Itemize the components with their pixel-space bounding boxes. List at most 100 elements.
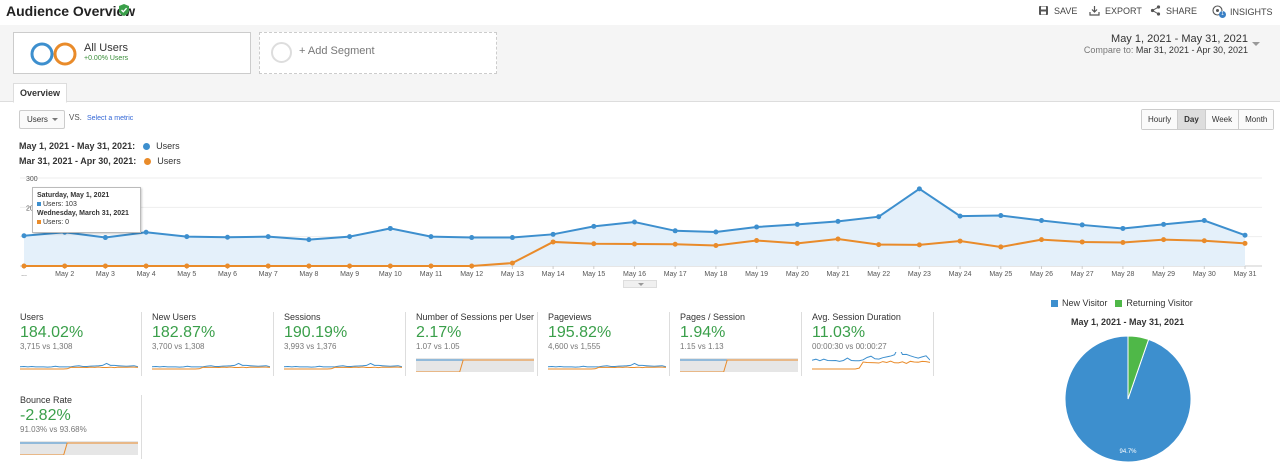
save-label: SAVE bbox=[1054, 5, 1078, 16]
y-tick-label: 300 bbox=[26, 176, 38, 183]
x-tick-label: May 11 bbox=[420, 271, 443, 278]
tooltip-previous-square-icon bbox=[37, 220, 41, 224]
granularity-day[interactable]: Day bbox=[1178, 110, 1206, 129]
sparkline-previous bbox=[416, 359, 534, 372]
kpi-compare: 00:00:30 vs 00:00:27 bbox=[812, 342, 887, 351]
date-range-picker[interactable]: May 1, 2021 - May 31, 2021 Compare to: M… bbox=[1084, 33, 1248, 55]
data-point-previous bbox=[509, 260, 515, 266]
insights-badge: 1 bbox=[1219, 11, 1226, 18]
x-tick-label: May 3 bbox=[96, 271, 115, 278]
data-point-current bbox=[794, 221, 800, 227]
data-point-previous bbox=[916, 242, 922, 248]
sparkline-previous bbox=[548, 366, 666, 370]
add-segment-button[interactable]: + Add Segment bbox=[259, 32, 497, 74]
vs-label: VS. bbox=[69, 113, 82, 122]
date-range-chevron-down-icon[interactable] bbox=[1252, 42, 1260, 46]
share-button[interactable]: SHARE bbox=[1150, 5, 1197, 16]
x-tick-label: May 13 bbox=[501, 271, 524, 278]
x-tick-label: May 25 bbox=[989, 271, 1012, 278]
kpi-sparkline bbox=[812, 352, 930, 370]
data-point-current bbox=[265, 234, 271, 240]
data-point-previous bbox=[794, 240, 800, 246]
data-point-previous bbox=[102, 263, 108, 269]
x-tick-label: May 15 bbox=[582, 271, 605, 278]
sparkline-current bbox=[284, 362, 402, 368]
tooltip-date-previous: Wednesday, March 31, 2021 bbox=[37, 210, 129, 217]
data-point-current bbox=[1079, 222, 1085, 228]
kpi-tile[interactable]: Avg. Session Duration 11.03% 00:00:30 vs 0… bbox=[812, 312, 934, 376]
x-tick-label: ... bbox=[21, 271, 27, 278]
granularity-hourly[interactable]: Hourly bbox=[1142, 110, 1179, 129]
x-tick-label: May 31 bbox=[1234, 271, 1257, 278]
segment-change: +0.00% Users bbox=[84, 55, 129, 62]
kpi-tile[interactable]: Users 184.02% 3,715 vs 1,308 bbox=[20, 312, 142, 376]
kpi-value: 2.17% bbox=[416, 324, 462, 341]
legend-current: May 1, 2021 - May 31, 2021: Users bbox=[19, 141, 180, 151]
tooltip-value-current-row: Users: 103 bbox=[37, 200, 136, 209]
kpi-value: 11.03% bbox=[812, 324, 866, 341]
x-tick-label: May 10 bbox=[379, 271, 402, 278]
x-tick-label: May 21 bbox=[827, 271, 850, 278]
data-point-previous bbox=[21, 263, 27, 269]
data-point-current bbox=[225, 234, 230, 240]
kpi-value: 195.82% bbox=[548, 324, 612, 341]
share-label: SHARE bbox=[1166, 5, 1198, 16]
kpi-compare: 4,600 vs 1,555 bbox=[548, 342, 601, 351]
kpi-tile[interactable]: Sessions 190.19% 3,993 vs 1,376 bbox=[284, 312, 406, 376]
kpi-tile[interactable]: Pageviews 195.82% 4,600 vs 1,555 bbox=[548, 312, 670, 376]
kpi-compare: 3,715 vs 1,308 bbox=[20, 342, 73, 351]
legend-current-dot-icon bbox=[143, 142, 151, 150]
export-button[interactable]: EXPORT bbox=[1089, 5, 1142, 16]
select-metric-link[interactable]: Select a metric bbox=[87, 115, 134, 122]
data-point-previous bbox=[713, 242, 719, 248]
kpi-sparkline bbox=[416, 358, 534, 372]
tab-overview[interactable]: Overview bbox=[13, 83, 68, 103]
export-label: EXPORT bbox=[1105, 5, 1142, 16]
sparkline-previous bbox=[20, 366, 138, 370]
data-point-current bbox=[713, 229, 719, 235]
sparkline-current bbox=[548, 362, 666, 368]
kpi-tile[interactable]: Bounce Rate -2.82% 91.03% vs 93.68% bbox=[20, 395, 142, 459]
date-range-compare-row: Compare to: Mar 31, 2021 - Apr 30, 2021 bbox=[1084, 45, 1248, 55]
sparkline-bg bbox=[416, 358, 534, 372]
insights-label: INSIGHTS bbox=[1230, 6, 1273, 17]
x-tick-label: May 23 bbox=[908, 271, 931, 278]
sparkline-previous bbox=[284, 366, 402, 370]
kpi-tile[interactable]: Pages / Session 1.94% 1.15 vs 1.13 bbox=[680, 312, 802, 376]
tooltip-current-square-icon bbox=[37, 202, 41, 206]
sparkline-current bbox=[152, 362, 270, 368]
data-point-current bbox=[1201, 218, 1207, 224]
metric-dropdown[interactable]: Users bbox=[19, 110, 65, 129]
kpi-sparkline bbox=[152, 362, 270, 370]
kpi-tile[interactable]: New Users 182.87% 3,700 vs 1,308 bbox=[152, 312, 274, 376]
kpi-compare: 3,700 vs 1,308 bbox=[152, 342, 205, 351]
kpi-compare: 1.15 vs 1.13 bbox=[680, 342, 724, 351]
data-point-previous bbox=[306, 263, 312, 269]
sparkline-current bbox=[20, 362, 138, 368]
insights-button[interactable]: 1 INSIGHTS bbox=[1212, 5, 1273, 18]
data-point-current bbox=[835, 218, 841, 224]
granularity-month[interactable]: Month bbox=[1239, 110, 1274, 129]
granularity-week[interactable]: Week bbox=[1205, 110, 1240, 129]
segment-all-users[interactable]: All Users +0.00% Users bbox=[13, 32, 251, 74]
save-button[interactable]: SAVE bbox=[1038, 5, 1077, 16]
date-range-compare: Mar 31, 2021 - Apr 30, 2021 bbox=[1135, 45, 1248, 55]
x-tick-label: May 24 bbox=[949, 271, 972, 278]
tooltip-value-current: Users: 103 bbox=[43, 201, 77, 208]
chart-expander-chevron-icon[interactable] bbox=[623, 280, 657, 288]
segment-bar: All Users +0.00% Users + Add Segment May… bbox=[0, 25, 1280, 80]
x-tick-label: May 9 bbox=[340, 271, 359, 278]
pie-slice-label: 94.7% bbox=[1119, 449, 1137, 455]
visitor-pie-chart[interactable]: 94.7% bbox=[1063, 334, 1193, 464]
data-point-current bbox=[632, 219, 637, 225]
kpi-tile[interactable]: Number of Sessions per User 2.17% 1.07 vs … bbox=[416, 312, 538, 376]
pie-title: May 1, 2021 - May 31, 2021 bbox=[1071, 317, 1185, 327]
data-point-current bbox=[184, 234, 190, 240]
data-point-current bbox=[550, 231, 556, 237]
x-tick-label: May 12 bbox=[460, 271, 483, 278]
kpi-value: 184.02% bbox=[20, 324, 84, 341]
compare-prefix: Compare to: bbox=[1083, 45, 1136, 55]
tooltip-value-previous-row: Users: 0 bbox=[37, 218, 136, 227]
x-tick-label: May 14 bbox=[542, 271, 565, 278]
